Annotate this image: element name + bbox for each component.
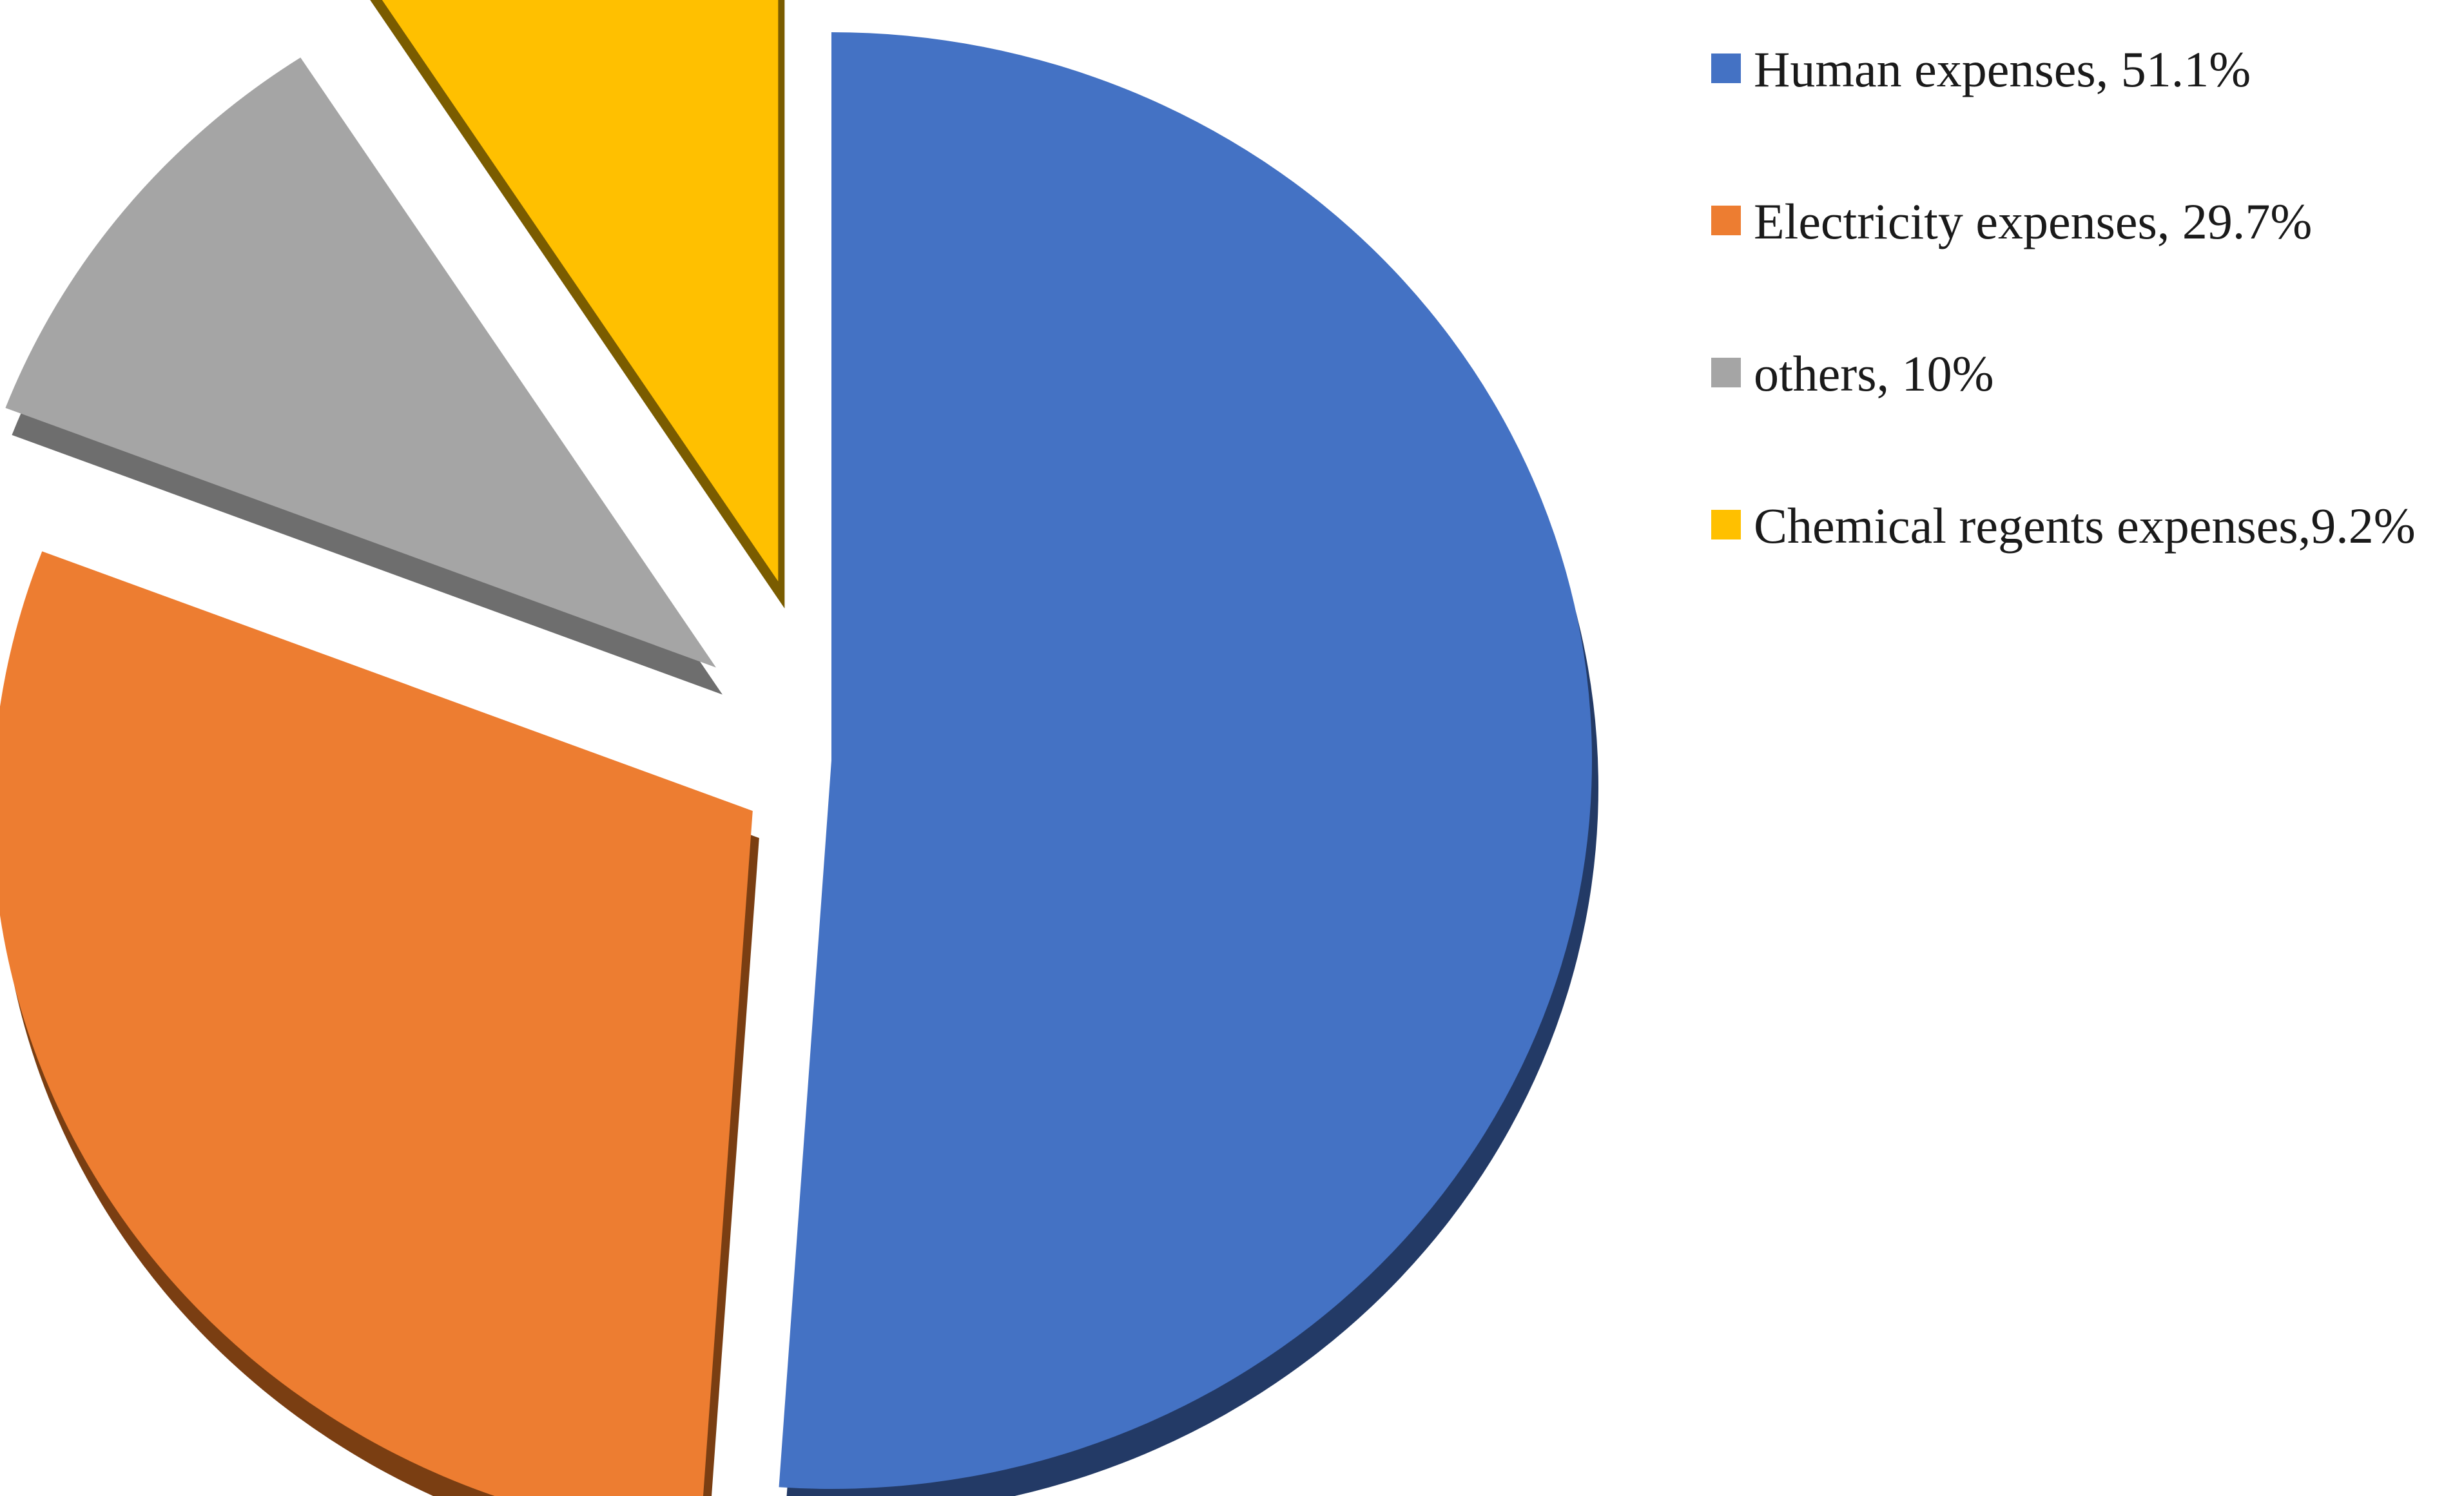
legend-swatch-electricity-expenses [1711, 206, 1741, 235]
legend-swatch-others [1711, 358, 1741, 387]
legend-swatch-chemical-regents-expenses [1711, 510, 1741, 539]
slice-layer [0, 0, 1592, 1496]
legend-swatch-human-expenses [1711, 53, 1741, 83]
legend: Human expenses, 51.1% Electricity expense… [1711, 41, 2416, 554]
pie-slice-chemical-regents-expenses [382, 0, 779, 582]
legend-label-human-expenses: Human expenses, 51.1% [1754, 41, 2251, 97]
legend-label-others: others, 10% [1754, 345, 1994, 402]
legend-label-electricity-expenses: Electricity expenses, 29.7% [1754, 193, 2312, 249]
legend-label-chemical-regents-expenses: Chemical regents expenses,9.2% [1754, 498, 2416, 554]
pie-slice-electricity-expenses [0, 551, 753, 1496]
pie-slice-human-expenses [779, 32, 1592, 1489]
pie-slice-others [5, 57, 716, 668]
